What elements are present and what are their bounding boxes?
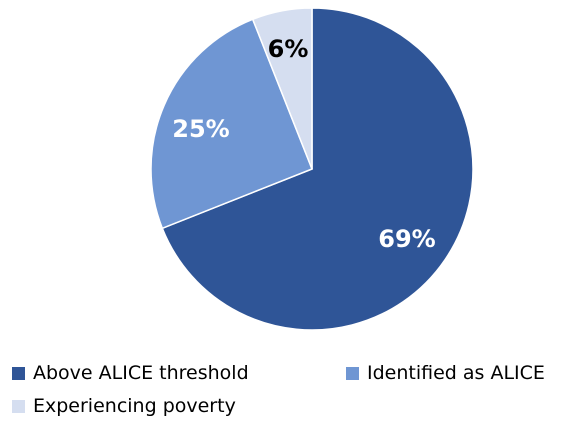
legend-label-above-alice: Above ALICE threshold [33,362,249,384]
data-label-above-alice-threshold: 69% [378,225,435,253]
legend-label-identified-alice: Identified as ALICE [367,362,545,384]
legend-item-experiencing-poverty: Experiencing poverty [12,395,236,417]
pie-slice-above-alice-threshold [161,7,474,331]
legend-swatch-above-alice [12,366,25,380]
legend-item-identified-alice: Identified as ALICE [346,362,545,384]
legend-label-experiencing-poverty: Experiencing poverty [33,395,236,417]
pie-slice-experiencing-poverty [251,7,313,170]
data-label-identified-as-alice: 25% [172,115,229,143]
legend-item-above-alice: Above ALICE threshold [12,362,249,384]
legend-swatch-identified-alice [346,366,359,380]
data-label-experiencing-poverty: 6% [268,35,309,63]
legend-swatch-experiencing-poverty [12,399,25,413]
pie-slice-identified-as-alice [150,18,313,230]
pie-chart: 69% 25% 6% [150,7,474,331]
